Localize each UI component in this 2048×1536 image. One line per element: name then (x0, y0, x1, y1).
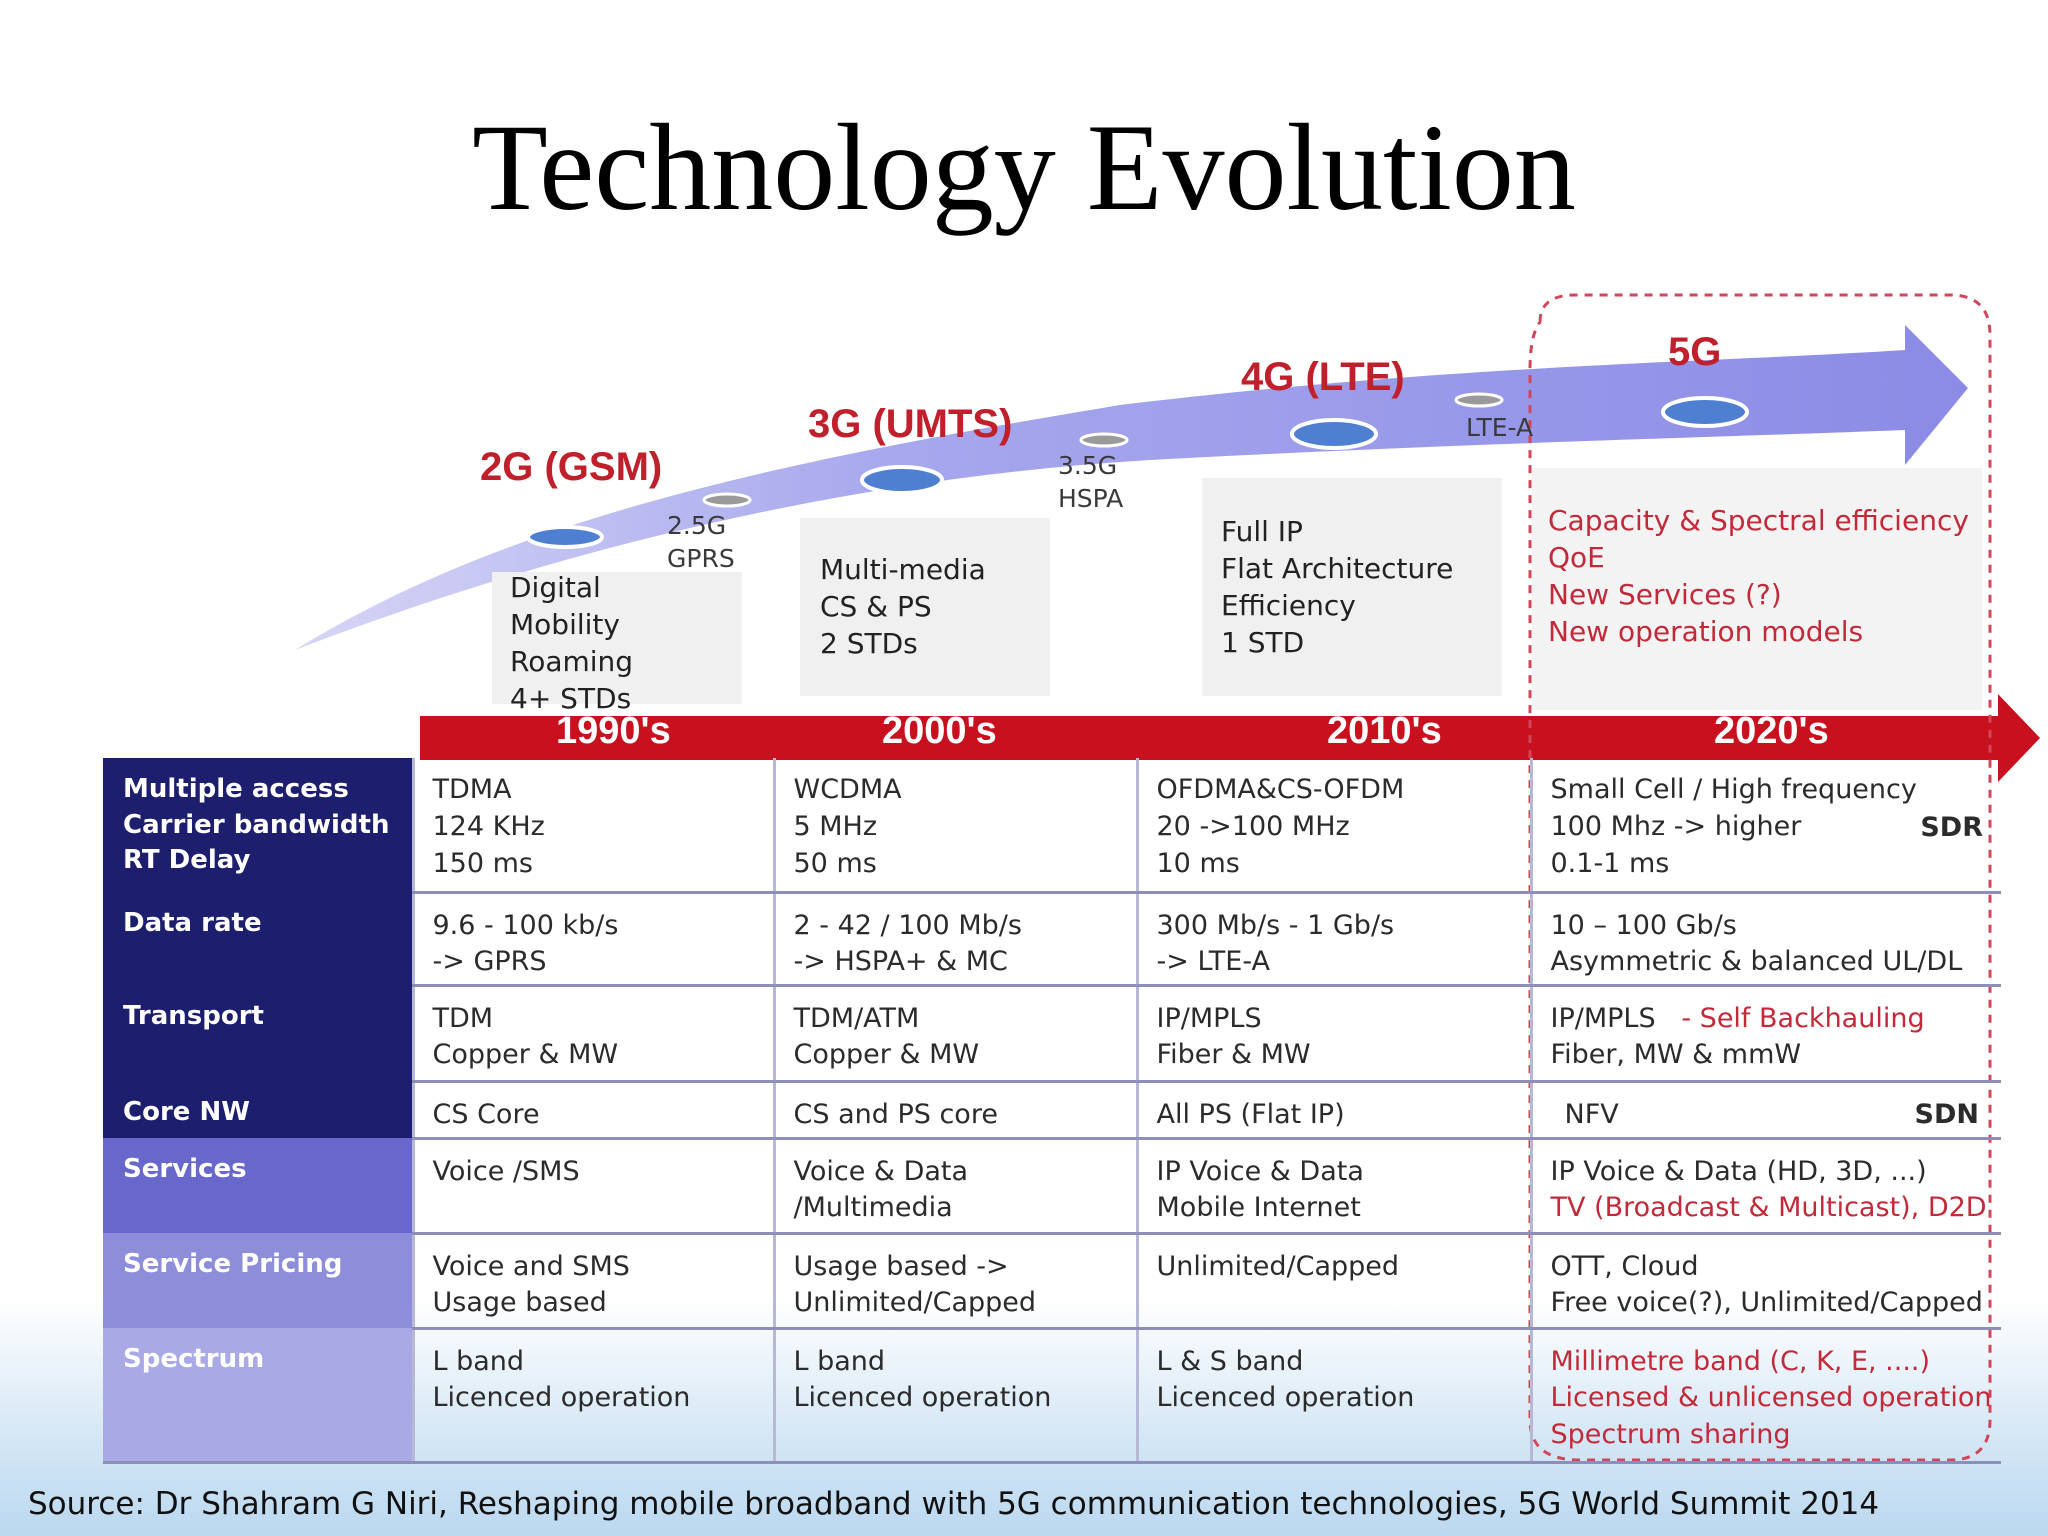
table-row: Multiple access Carrier bandwidth RT Del… (103, 758, 2001, 894)
table-cell: Millimetre band (C, K, E, ....) Licensed… (1529, 1328, 2001, 1464)
row-header-bg-5 (103, 1138, 413, 1233)
row-header: Services (123, 1154, 247, 1184)
table-cell: TDM Copper & MW (411, 985, 774, 1083)
gen-label-2g: 2G (GSM) (480, 445, 663, 489)
decade-2020s: 2020's (1714, 710, 1829, 752)
gen-oval-3g (860, 465, 944, 495)
table-row: Transport TDM Copper & MW TDM/ATM Copper… (103, 985, 2001, 1083)
table-row: Data rate 9.6 - 100 kb/s -> GPRS 2 - 42 … (103, 892, 2001, 987)
table-cell: WCDMA 5 MHz 50 ms (772, 758, 1137, 894)
table-cell: Voice /SMS (411, 1138, 774, 1235)
table-row: Services Voice /SMS Voice & Data /Multim… (103, 1138, 2001, 1235)
table-cell: 300 Mb/s - 1 Gb/s -> LTE-A (1135, 892, 1531, 987)
table-cell: All PS (Flat IP) (1135, 1081, 1531, 1140)
subgen-label-2-5g: 2.5G GPRS (667, 511, 735, 573)
subgen-oval-3-5g (1079, 432, 1129, 448)
table-cell: L & S band Licenced operation (1135, 1328, 1531, 1464)
table-row: Core NW CS Core CS and PS core All PS (F… (103, 1081, 2001, 1140)
row-header: Spectrum (103, 1328, 413, 1464)
table-row: Service Pricing Voice and SMS Usage base… (103, 1233, 2001, 1330)
row-header-bg-3 (103, 985, 413, 1081)
features-3g: Multi-media CS & PS 2 STDs (820, 553, 986, 660)
table-cell: OTT, Cloud Free voice(?), Unlimited/Capp… (1529, 1233, 2001, 1330)
gen-oval-5g (1661, 396, 1749, 428)
row-header-bg-6 (103, 1233, 413, 1328)
gen-oval-2g (526, 525, 604, 549)
table-cell: Small Cell / High frequency 100 Mhz -> h… (1529, 758, 2001, 894)
features-2g: Digital Mobility Roaming 4+ STDs (510, 571, 634, 715)
table-cell: NFV SDN (1529, 1081, 2001, 1140)
features-4g: Full IP Flat Architecture Efficiency 1 S… (1221, 515, 1454, 659)
row-header-bg-4 (103, 1081, 413, 1138)
table-cell: Usage based -> Unlimited/Capped (772, 1233, 1137, 1330)
comparison-table: Multiple access Carrier bandwidth RT Del… (103, 758, 2001, 1464)
table-cell: 2 - 42 / 100 Mb/s -> HSPA+ & MC (772, 892, 1137, 987)
table-cell: IP/MPLS Fiber & MW (1135, 985, 1531, 1083)
row-header-bg-1 (103, 758, 413, 892)
decade-2010s: 2010's (1327, 710, 1442, 752)
table-cell: TDM/ATM Copper & MW (772, 985, 1137, 1083)
gen-label-5g: 5G (1668, 330, 1722, 374)
table-cell: TDMA 124 KHz 150 ms (411, 758, 774, 894)
table-cell: L band Licenced operation (411, 1328, 774, 1464)
evolution-arrow (295, 325, 1968, 650)
feature-box-4g (1202, 478, 1502, 696)
gen-label-4g: 4G (LTE) (1241, 355, 1405, 399)
table-cell: IP Voice & Data (HD, 3D, ...) TV (Broadc… (1529, 1138, 2001, 1235)
subgen-label-lte-a: LTE-A (1466, 413, 1534, 442)
self-backhauling-note: - Self Backhauling (1681, 1002, 1925, 1034)
sdn-label: SDN (1914, 1098, 1979, 1130)
table-row: Spectrum L band Licenced operation L ban… (103, 1328, 2001, 1464)
table-cell: IP Voice & Data Mobile Internet (1135, 1138, 1531, 1235)
subgen-oval-lte-a (1454, 392, 1504, 408)
row-header: Service Pricing (123, 1249, 343, 1279)
table-cell: Voice & Data /Multimedia (772, 1138, 1137, 1235)
feature-box-3g (800, 518, 1050, 696)
row-header: Multiple access Carrier bandwidth RT Del… (123, 774, 390, 876)
feature-box-2g (492, 572, 742, 704)
row-header: Core NW (123, 1097, 250, 1127)
table-cell: Voice and SMS Usage based (411, 1233, 774, 1330)
feature-box-5g (1532, 468, 1982, 710)
table-cell: CS and PS core (772, 1081, 1137, 1140)
table-cell: 10 – 100 Gb/s Asymmetric & balanced UL/D… (1529, 892, 2001, 987)
table-cell: Unlimited/Capped (1135, 1233, 1531, 1330)
gen-oval-4g (1290, 418, 1378, 450)
page-title: Technology Evolution (472, 99, 1576, 236)
row-header-bg-2 (103, 892, 413, 985)
sdr-label: SDR (1920, 812, 1983, 843)
table-cell: L band Licenced operation (772, 1328, 1137, 1464)
decade-2000s: 2000's (882, 710, 997, 752)
features-5g: Capacity & Spectral efficiency QoE New S… (1548, 504, 1969, 648)
table-cell: OFDMA&CS-OFDM 20 ->100 MHz 10 ms (1135, 758, 1531, 894)
source-citation: Source: Dr Shahram G Niri, Reshaping mob… (28, 1486, 1880, 1522)
row-header: Data rate (123, 908, 262, 938)
decade-1990s: 1990's (556, 710, 671, 752)
subgen-label-3-5g: 3.5G HSPA (1058, 451, 1124, 513)
subgen-oval-2-5g (702, 492, 752, 508)
row-header: Transport (123, 1001, 264, 1031)
table-cell: IP/MPLS - Self Backhauling Fiber, MW & m… (1529, 985, 2001, 1083)
gen-label-3g: 3G (UMTS) (808, 402, 1013, 446)
table-cell: CS Core (411, 1081, 774, 1140)
table-cell: 9.6 - 100 kb/s -> GPRS (411, 892, 774, 987)
